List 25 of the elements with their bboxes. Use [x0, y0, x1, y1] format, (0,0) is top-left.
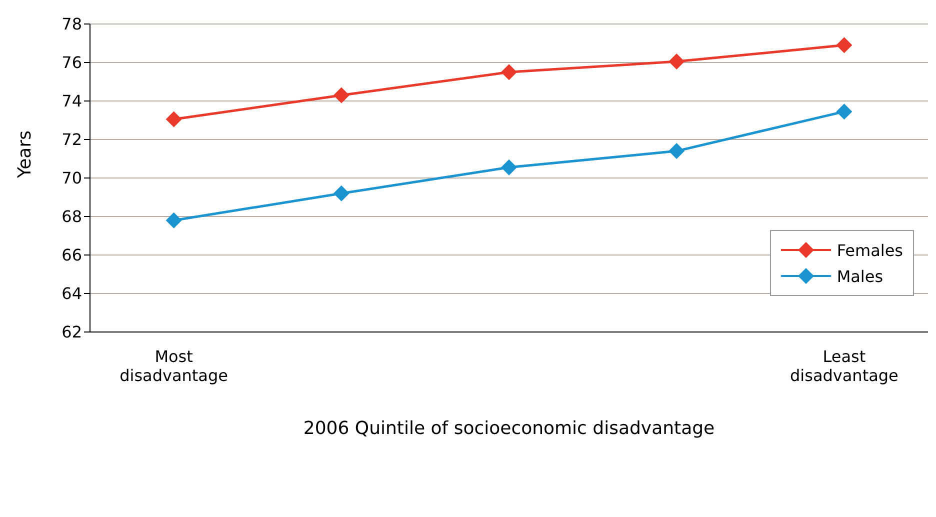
point: [501, 159, 517, 176]
point: [333, 185, 350, 202]
point: [166, 212, 182, 228]
point: [836, 37, 852, 54]
y-tick-label: 64: [62, 284, 82, 304]
y-tick-label: 68: [62, 207, 82, 226]
y-tick-label: 72: [62, 130, 82, 150]
x-tick-label: Least disadvantage: [790, 347, 898, 385]
legend-label: Females: [836, 240, 903, 260]
point: [501, 64, 517, 80]
point: [836, 104, 852, 120]
point: [668, 54, 685, 70]
y-tick-label: 62: [62, 322, 82, 342]
y-tick-label: 76: [62, 53, 82, 72]
x-tick-label: Most disadvantage: [120, 347, 228, 385]
y-tick-label: 66: [62, 246, 82, 265]
y-axis-title: Years: [14, 130, 36, 179]
y-tick-label: 78: [62, 14, 82, 34]
x-axis-title: 2006 Quintile of socioeconomic disadvantage: [303, 418, 715, 439]
point: [668, 143, 685, 160]
point: [166, 111, 182, 128]
legend-label: Males: [836, 266, 884, 286]
point: [333, 87, 350, 104]
y-tick-label: 70: [62, 168, 82, 188]
y-tick-label: 74: [62, 92, 82, 111]
